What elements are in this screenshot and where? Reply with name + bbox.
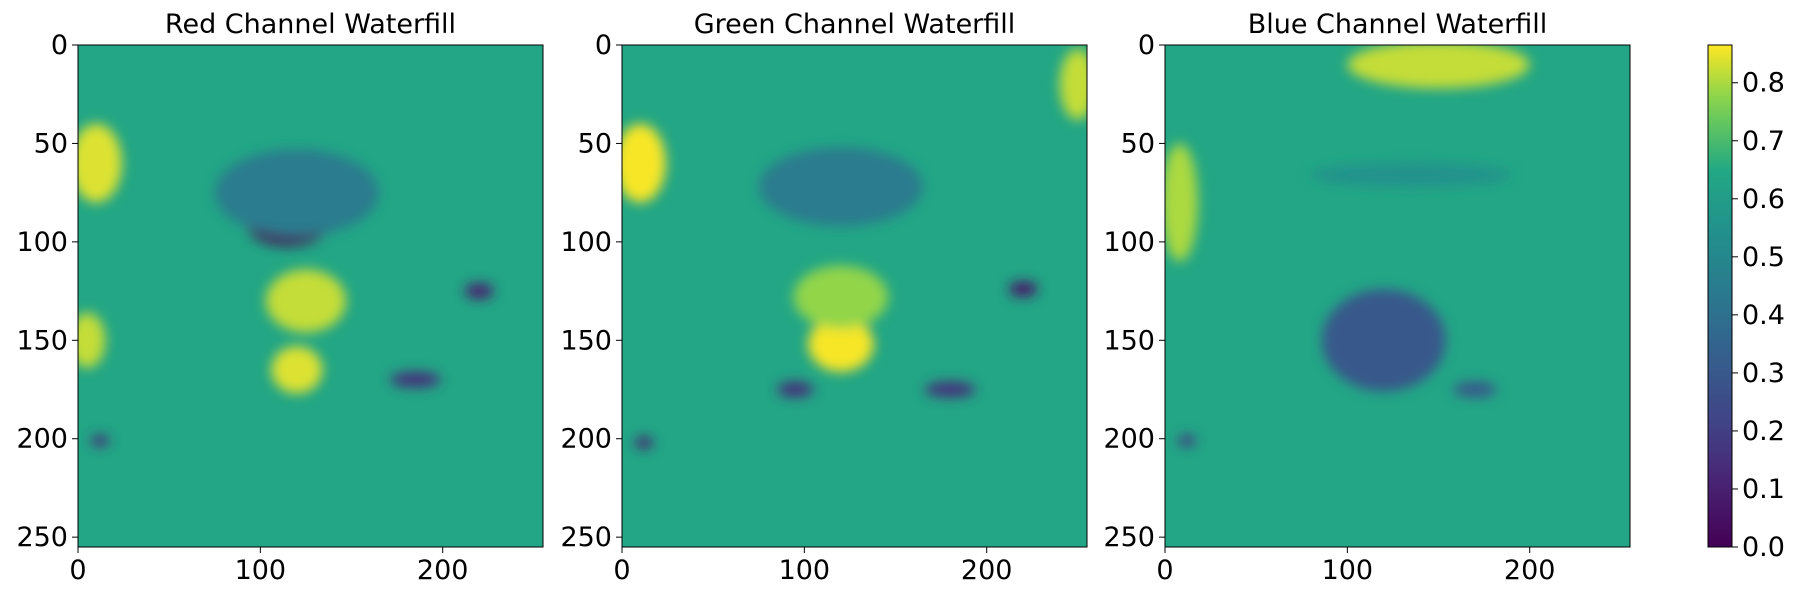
heatmap-region bbox=[793, 265, 889, 329]
heatmap-region bbox=[1059, 48, 1087, 120]
chart-title: Red Channel Waterfill bbox=[165, 9, 456, 40]
chart-title: Green Channel Waterfill bbox=[694, 9, 1016, 40]
heatmap-region bbox=[777, 381, 814, 398]
y-tick-label: 50 bbox=[578, 128, 612, 159]
y-tick-label: 150 bbox=[1103, 325, 1155, 356]
y-tick-label: 100 bbox=[16, 227, 68, 258]
colorbar-tick-label: 0.6 bbox=[1742, 184, 1785, 215]
heatmap-region bbox=[634, 436, 653, 449]
axes-frame bbox=[1164, 44, 1631, 548]
x-tick-label: 0 bbox=[1156, 555, 1173, 586]
heatmap-region bbox=[1347, 45, 1530, 89]
y-tick-label: 100 bbox=[560, 227, 612, 258]
heatmap-region bbox=[271, 346, 323, 394]
y-tick-label: 0 bbox=[51, 30, 68, 61]
heatmap-region bbox=[1008, 281, 1038, 297]
x-tick-label: 100 bbox=[779, 555, 831, 586]
heatmap-panels: Red Channel Waterfill 0 100 200 0 50 100 150 200… bbox=[16, 9, 1631, 586]
y-tick-label: 200 bbox=[560, 424, 612, 455]
y-tick-label: 50 bbox=[34, 128, 68, 159]
x-tick-label: 200 bbox=[961, 555, 1013, 586]
colorbar-tick-label: 0.8 bbox=[1742, 68, 1785, 99]
heatmap-region bbox=[78, 123, 122, 203]
y-tick-label: 250 bbox=[1103, 522, 1155, 553]
y-tick-label: 200 bbox=[16, 424, 68, 455]
colorbar-tick-label: 0.5 bbox=[1742, 242, 1785, 273]
heatmap-region bbox=[90, 434, 109, 447]
y-tick-label: 250 bbox=[560, 522, 612, 553]
y-tick-label: 0 bbox=[595, 30, 612, 61]
x-tick-label: 100 bbox=[235, 555, 287, 586]
heatmap-region bbox=[622, 123, 666, 203]
heatmap-features bbox=[1165, 45, 1530, 447]
colorbar-tick-label: 0.3 bbox=[1742, 358, 1785, 389]
heatmap-region bbox=[1321, 289, 1446, 392]
colorbar-tick-label: 0.2 bbox=[1742, 416, 1785, 447]
y-tick-label: 50 bbox=[1121, 128, 1155, 159]
heatmap-panel: Blue Channel Waterfill 0 100 200 0 50 100 150 20… bbox=[1103, 9, 1631, 586]
axes-frame bbox=[77, 44, 544, 548]
heatmap-region bbox=[808, 316, 874, 372]
heatmap-region bbox=[1453, 381, 1497, 398]
chart-title: Blue Channel Waterfill bbox=[1248, 9, 1548, 40]
heatmap-region bbox=[1165, 143, 1198, 262]
colorbar-tick-label: 0.1 bbox=[1742, 474, 1785, 505]
x-tick-label: 100 bbox=[1322, 555, 1374, 586]
heatmap-panel: Red Channel Waterfill 0 100 200 0 50 100 150 200… bbox=[16, 9, 544, 586]
colorbar: 0.0 0.1 0.2 0.3 0.4 0.5 0.6 0.7 0.8 bbox=[1707, 44, 1785, 563]
heatmap-region bbox=[78, 312, 106, 368]
axes-frame bbox=[621, 44, 1088, 548]
heatmap-region bbox=[265, 269, 347, 333]
heatmap-panel: Green Channel Waterfill 0 100 200 0 50 100 150 2… bbox=[560, 9, 1088, 586]
x-tick-label: 0 bbox=[613, 555, 630, 586]
x-tick-label: 200 bbox=[417, 555, 469, 586]
heatmap-region bbox=[464, 283, 494, 299]
heatmap-region bbox=[214, 149, 379, 236]
heatmap-region bbox=[1310, 163, 1512, 187]
y-tick-label: 200 bbox=[1103, 424, 1155, 455]
heatmap-features bbox=[78, 123, 494, 447]
heatmap-features bbox=[622, 48, 1087, 449]
y-tick-label: 100 bbox=[1103, 227, 1155, 258]
y-tick-label: 150 bbox=[16, 325, 68, 356]
heatmap-region bbox=[758, 147, 923, 227]
colorbar-tick-label: 0.0 bbox=[1742, 532, 1785, 563]
colorbar-gradient bbox=[1707, 44, 1733, 548]
colorbar-tick-label: 0.7 bbox=[1742, 126, 1785, 157]
heatmap-region bbox=[1177, 434, 1196, 447]
x-tick-label: 200 bbox=[1504, 555, 1556, 586]
y-tick-label: 150 bbox=[560, 325, 612, 356]
colorbar-tick-label: 0.4 bbox=[1742, 300, 1785, 331]
heatmap-region bbox=[389, 371, 441, 388]
y-tick-label: 250 bbox=[16, 522, 68, 553]
y-tick-label: 0 bbox=[1138, 30, 1155, 61]
heatmap-region bbox=[924, 381, 976, 398]
x-tick-label: 0 bbox=[69, 555, 86, 586]
